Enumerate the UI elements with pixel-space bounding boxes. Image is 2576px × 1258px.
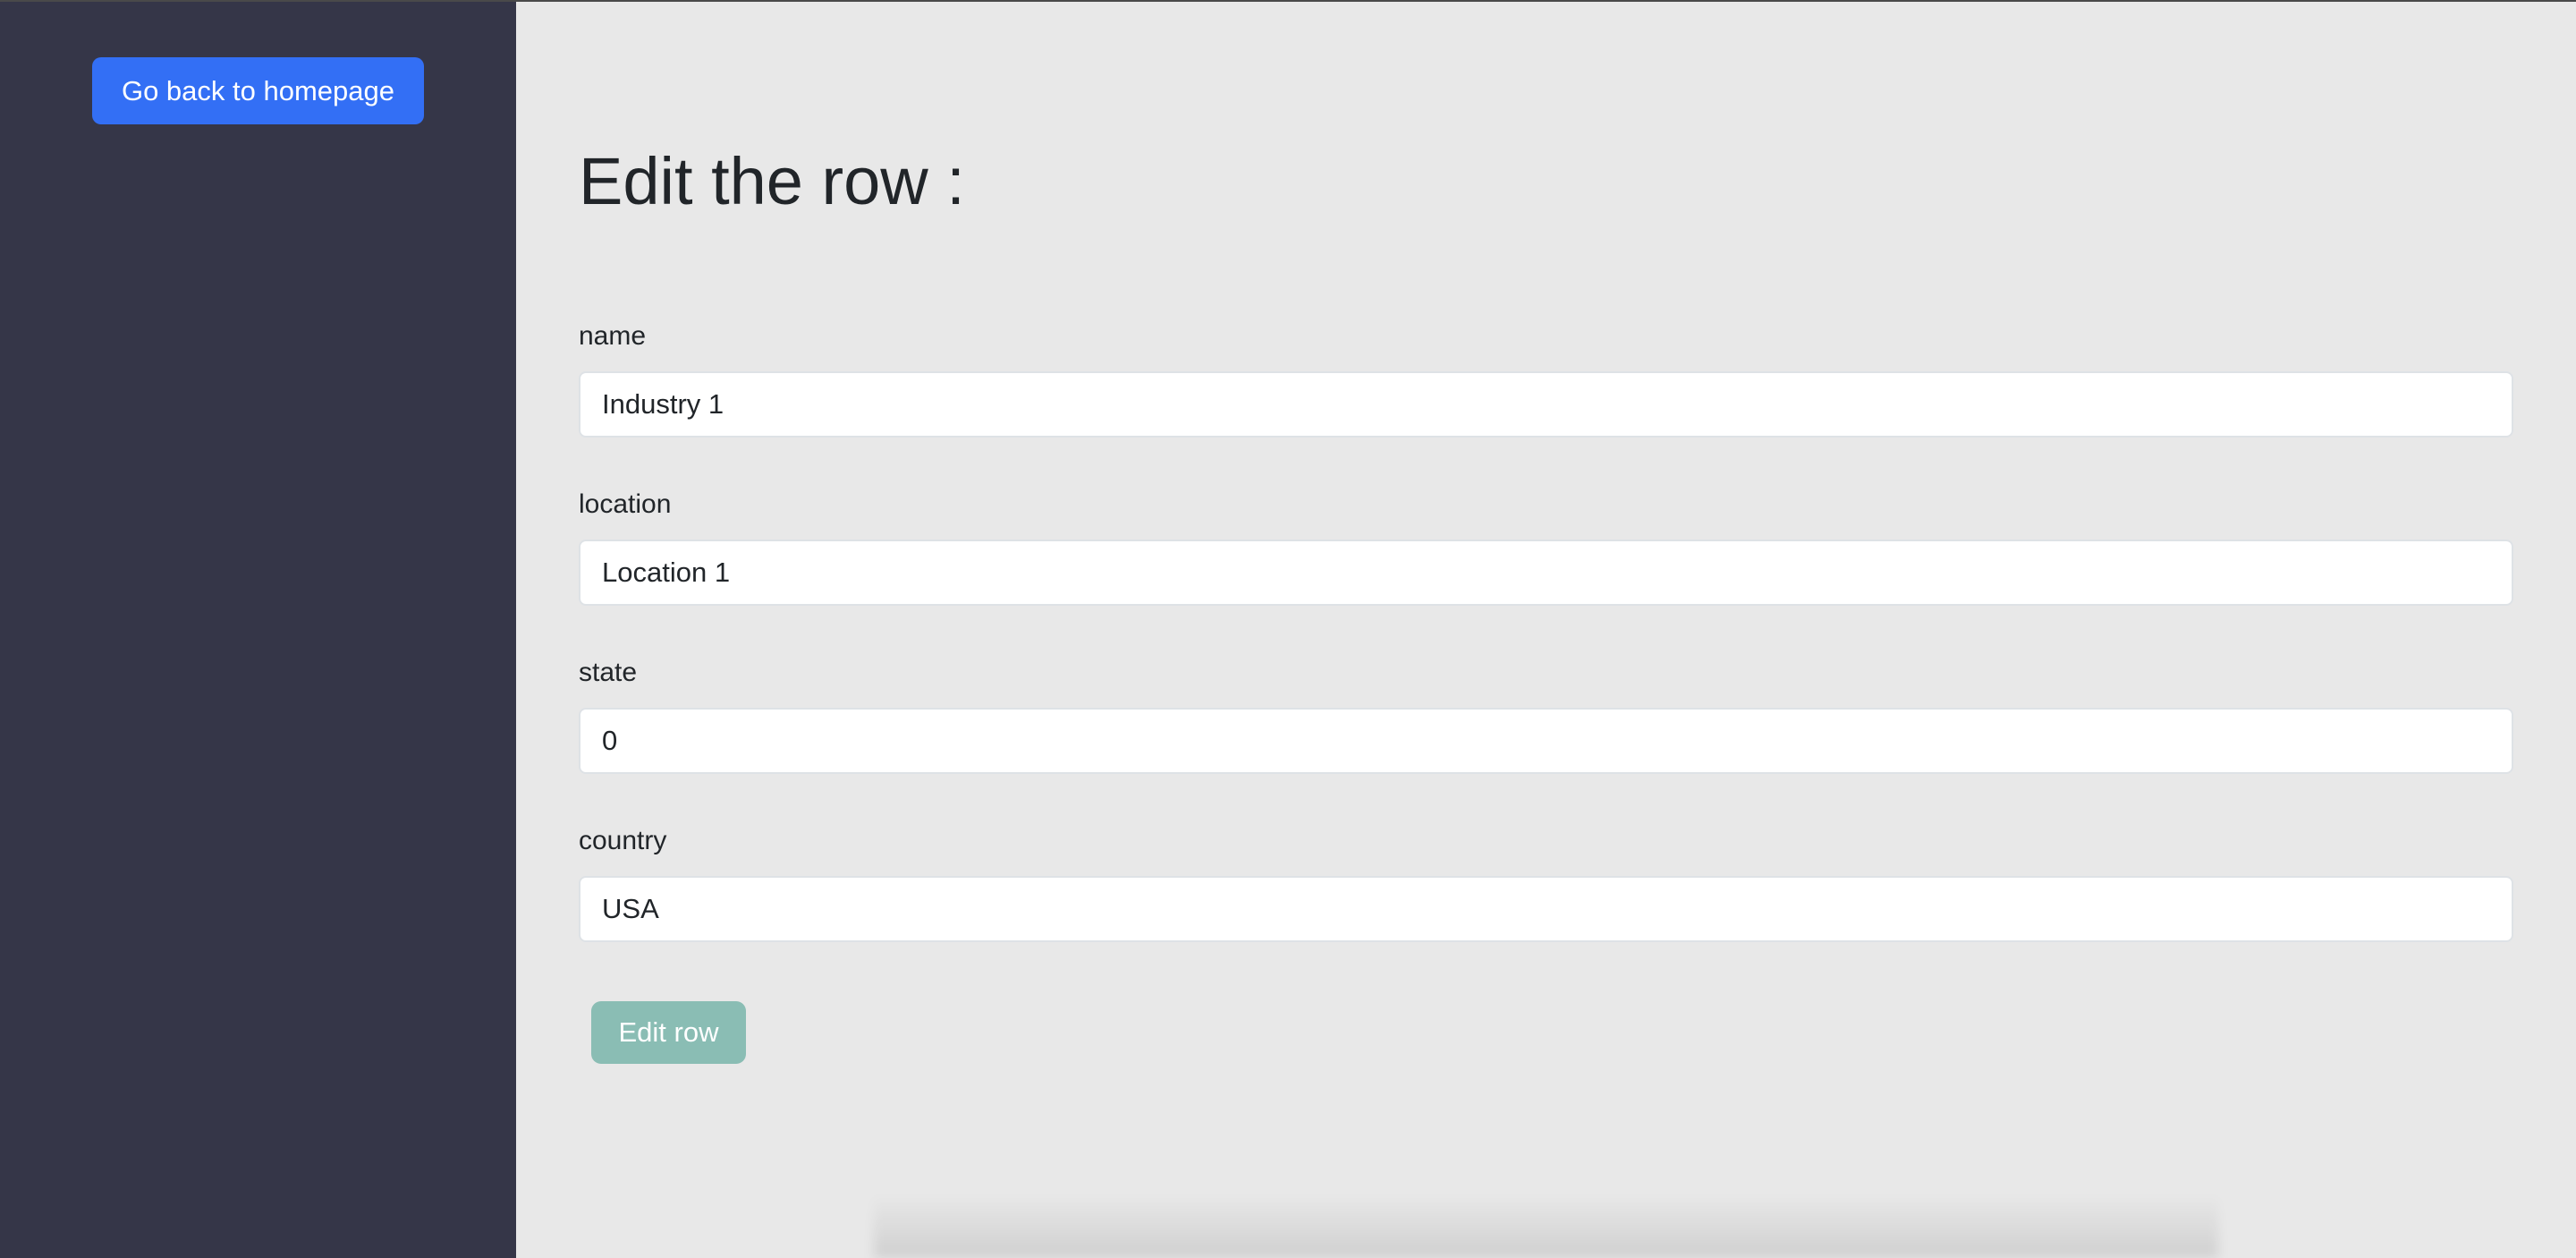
page-title: Edit the row : xyxy=(579,144,965,218)
country-label: country xyxy=(579,826,667,855)
country-input[interactable] xyxy=(579,876,2513,942)
field-state: state xyxy=(579,658,2513,774)
edit-row-button[interactable]: Edit row xyxy=(591,1001,746,1064)
name-input[interactable] xyxy=(579,371,2513,438)
location-label: location xyxy=(579,489,672,519)
state-input[interactable] xyxy=(579,708,2513,774)
bottom-shadow xyxy=(874,1195,2218,1258)
field-name: name xyxy=(579,321,2513,438)
name-label: name xyxy=(579,321,647,351)
state-label: state xyxy=(579,658,638,687)
field-location: location xyxy=(579,489,2513,606)
window-top-border xyxy=(0,0,2576,2)
location-input[interactable] xyxy=(579,540,2513,606)
field-country: country xyxy=(579,826,2513,942)
sidebar: Go back to homepage xyxy=(0,2,516,1258)
go-back-homepage-button[interactable]: Go back to homepage xyxy=(92,57,424,124)
main-content: Edit the row : name location state count… xyxy=(516,2,2576,1258)
